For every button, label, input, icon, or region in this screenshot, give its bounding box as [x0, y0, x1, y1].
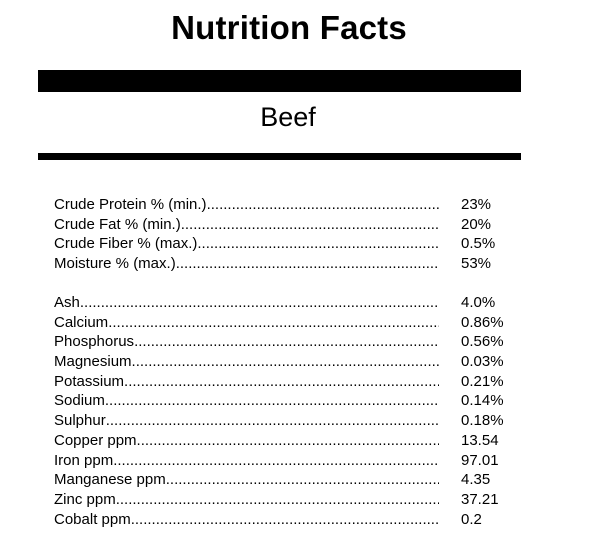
mineral-label: Sodium: [54, 392, 105, 410]
nutrient-row: Moisture % (max.) 53%: [54, 254, 524, 274]
mineral-value: 13.54: [461, 431, 499, 449]
mineral-row: Sulphur 0.18%: [54, 411, 524, 431]
mineral-value: 0.14%: [461, 392, 504, 410]
bottom-divider-bar: [38, 153, 521, 160]
mineral-label: Calcium: [54, 313, 109, 331]
nutrient-value: 20%: [461, 215, 492, 233]
nutrient-row: Crude Protein % (min.) 23%: [54, 195, 524, 215]
mineral-label: Ash: [54, 294, 80, 311]
mineral-row: Phosphorus 0.56%: [54, 332, 524, 352]
mineral-value: 37.21: [461, 490, 499, 508]
nutrient-value: 0.5%: [461, 235, 496, 253]
mineral-label: Cobalt ppm: [54, 510, 131, 528]
nutrient-label: Crude Fiber % (max.): [54, 235, 198, 253]
nutrient-value: 53%: [461, 255, 492, 273]
mineral-row: Iron ppm 97.01: [54, 451, 524, 471]
mineral-row: Manganese ppm 4.35: [54, 470, 524, 490]
mineral-label: Sulphur: [54, 412, 106, 430]
mineral-row: Zinc ppm 37.21: [54, 490, 524, 510]
mineral-label: Potassium: [54, 372, 125, 390]
nutrient-label: Moisture % (max.): [54, 255, 176, 273]
mineral-row: Cobalt ppm 0.2: [54, 510, 524, 530]
mineral-row: Calcium 0.86%: [54, 313, 524, 333]
top-divider-bar: [38, 70, 521, 92]
mineral-row: Copper ppm 13.54: [54, 431, 524, 451]
mineral-value: 0.2: [461, 510, 482, 528]
page-title: Nutrition Facts: [171, 9, 407, 46]
nutrient-row: Crude Fat % (min.) 20%: [54, 215, 524, 235]
mineral-label: Magnesium: [54, 353, 132, 371]
mineral-value: 4.35: [461, 471, 491, 489]
mineral-label: Copper ppm: [54, 431, 137, 449]
mineral-row: Sodium 0.14%: [54, 391, 524, 411]
mineral-label: Iron ppm: [54, 451, 114, 469]
nutrient-label: Crude Protein % (min.): [54, 196, 207, 213]
mineral-value: 0.21%: [461, 372, 504, 390]
guaranteed-analysis-list: Crude Protein % (min.) 23% Crude Fat % (…: [54, 195, 524, 274]
mineral-value: 4.0%: [461, 294, 496, 311]
nutrient-value: 23%: [461, 196, 492, 213]
mineral-row: Magnesium 0.03%: [54, 352, 524, 372]
mineral-value: 0.86%: [461, 313, 504, 331]
mineral-value: 0.18%: [461, 412, 504, 430]
mineral-value: 0.03%: [461, 353, 504, 371]
nutrient-label: Crude Fat % (min.): [54, 215, 181, 233]
mineral-value: 0.56%: [461, 333, 504, 351]
mineral-row: Potassium 0.21%: [54, 372, 524, 392]
nutrient-row: Crude Fiber % (max.) 0.5%: [54, 234, 524, 254]
mineral-list: Ash 4.0% Calcium 0.86% Phosphorus 0.56% …: [54, 293, 524, 529]
mineral-label: Phosphorus: [54, 333, 135, 351]
mineral-label: Manganese ppm: [54, 471, 166, 489]
mineral-value: 97.01: [461, 451, 499, 469]
mineral-label: Zinc ppm: [54, 490, 116, 508]
mineral-row: Ash 4.0%: [54, 293, 524, 313]
product-name: Beef: [260, 102, 316, 132]
